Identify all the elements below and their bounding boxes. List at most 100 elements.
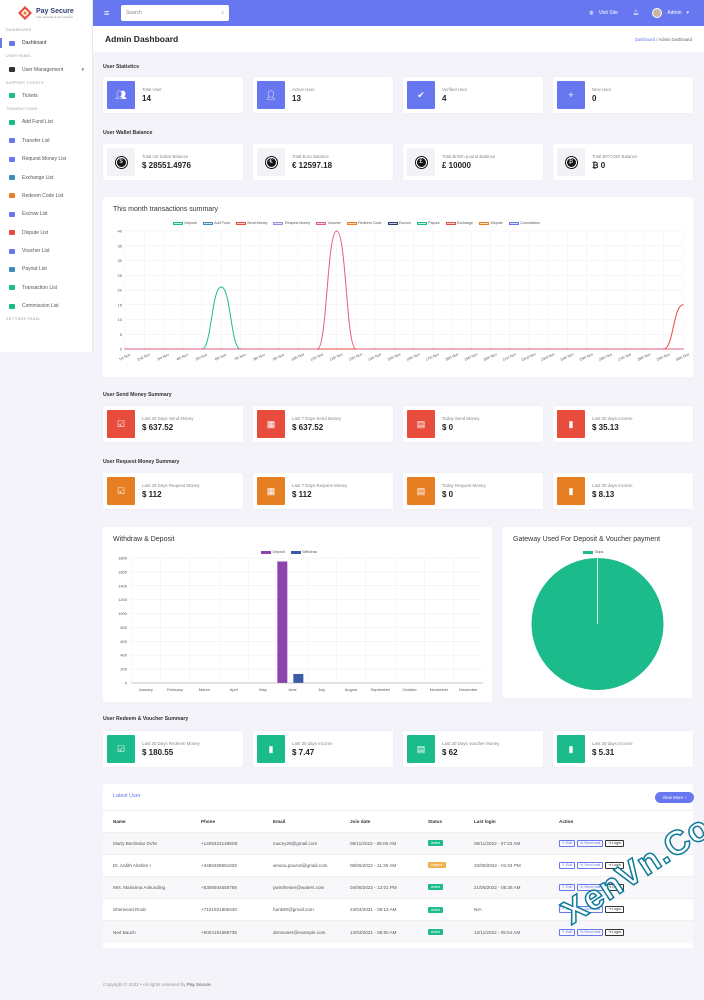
view-more-button[interactable]: View More › bbox=[655, 792, 694, 803]
legend-swatch bbox=[479, 221, 489, 225]
card-label: Last 30 Days Send Money bbox=[142, 416, 194, 421]
send-mail-button[interactable]: ✉ Send mail bbox=[577, 906, 604, 914]
sidebar-item-commission[interactable]: Commission List bbox=[0, 297, 92, 315]
search-icon[interactable]: ⌕ bbox=[221, 10, 224, 16]
x-tick-label: 19th Nov bbox=[464, 352, 479, 362]
x-tick-label: 7th Nov bbox=[234, 353, 247, 362]
sidebar-item-exchange[interactable]: Exchange List bbox=[0, 168, 92, 186]
login-button[interactable]: ⇥ Login bbox=[605, 928, 625, 936]
sidebar-item-user-management[interactable]: User Management ▾ bbox=[0, 60, 92, 78]
login-button[interactable]: ⇥ Login bbox=[605, 839, 625, 847]
cell-join: 13/03/2021 - 06:50 AM bbox=[340, 920, 418, 943]
legend-item[interactable]: Skips bbox=[583, 550, 603, 554]
legend-item[interactable]: Send Money bbox=[235, 221, 267, 225]
login-button[interactable]: ⇥ Login bbox=[605, 883, 625, 891]
x-tick-label: April bbox=[230, 687, 238, 692]
sidebar-item-payout[interactable]: Payout List bbox=[0, 260, 92, 278]
card-value: $ 112 bbox=[292, 490, 312, 499]
x-tick-label: 29th Nov bbox=[656, 352, 671, 362]
cell-join: 08/06/2022 - 11:35 AM bbox=[340, 853, 418, 877]
globe-icon[interactable]: ◍ bbox=[589, 10, 594, 16]
sidebar-item-transaction[interactable]: Transaction List bbox=[0, 279, 92, 297]
cell-actions: ✎ Edit ✉ Send mail ⇥ Login bbox=[549, 898, 693, 921]
chevron-right-icon: › bbox=[685, 795, 687, 800]
edit-button[interactable]: ✎ Edit bbox=[559, 861, 576, 869]
card-text: Active User 13 bbox=[292, 87, 314, 103]
card-text: Last 30 days Income $ 8.13 bbox=[592, 483, 633, 499]
send-mail-button[interactable]: ✉ Send mail bbox=[577, 839, 604, 847]
menu-toggle-icon[interactable]: ≡ bbox=[104, 8, 110, 18]
data-point bbox=[470, 348, 472, 350]
legend-item[interactable]: Escrow bbox=[387, 221, 411, 225]
legend-item[interactable]: Payout bbox=[416, 221, 440, 225]
sidebar-item-voucher[interactable]: Voucher List bbox=[0, 242, 92, 260]
coin-icon: $ bbox=[115, 156, 127, 168]
legend-item[interactable]: Request Money bbox=[273, 221, 310, 225]
breadcrumb-dashboard-link[interactable]: Dashboard bbox=[634, 36, 656, 42]
edit-button[interactable]: ✎ Edit bbox=[559, 883, 576, 891]
card-value: $ 7.47 bbox=[292, 748, 315, 757]
sidebar-item-transfer[interactable]: Transfer List bbox=[0, 132, 92, 150]
x-tick-label: March bbox=[199, 687, 210, 692]
series-line-send-money bbox=[124, 304, 684, 350]
edit-button[interactable]: ✎ Edit bbox=[559, 928, 576, 936]
legend-swatch bbox=[235, 221, 246, 225]
y-tick-label: 40 bbox=[118, 229, 123, 234]
status-badge: Active bbox=[428, 840, 444, 847]
y-tick-label: 35 bbox=[118, 243, 123, 248]
legend-item[interactable]: Voucher bbox=[316, 221, 341, 225]
legend-item[interactable]: Add Fund bbox=[202, 221, 230, 225]
transactions-chart-legend: Deposit Add Fund Send Money Request Money Vo… bbox=[173, 221, 540, 225]
edit-button[interactable]: ✎ Edit bbox=[559, 906, 576, 914]
sidebar-item-label: Dashboard bbox=[22, 40, 47, 47]
footer-brand[interactable]: Pay Secure bbox=[186, 982, 211, 987]
card-text: Last 7 Days Send Money $ 637.52 bbox=[292, 416, 341, 432]
edit-button[interactable]: ✎ Edit bbox=[559, 839, 576, 847]
card-value: $ 28551.4976 bbox=[142, 161, 191, 170]
legend-item[interactable]: Deposit bbox=[173, 221, 197, 225]
legend-item[interactable]: Commission bbox=[508, 221, 540, 225]
bell-icon[interactable]: 🔔︎ bbox=[632, 10, 640, 16]
card-label: Last 30 days Income bbox=[592, 483, 633, 488]
send-mail-button[interactable]: ✉ Send mail bbox=[577, 883, 604, 891]
x-tick-label: 14th Nov bbox=[367, 352, 382, 362]
sidebar-item-request-money[interactable]: Request Money List bbox=[0, 150, 92, 168]
legend-item[interactable]: Redeem Code bbox=[346, 221, 382, 225]
send-mail-button[interactable]: ✉ Send mail bbox=[577, 861, 604, 869]
legend-swatch bbox=[445, 221, 456, 225]
card-text: Today Request Money $ 0 bbox=[442, 483, 486, 499]
login-button-label: Login bbox=[612, 929, 622, 934]
x-tick-label: May bbox=[259, 687, 267, 692]
sidebar-item-add-fund[interactable]: Add Fund List bbox=[0, 113, 92, 131]
sidebar-item-dashboard[interactable]: Dashboard bbox=[0, 34, 92, 52]
legend-item[interactable]: Dispute bbox=[479, 221, 503, 225]
sidebar-item-dispute[interactable]: Dispute List bbox=[0, 224, 92, 242]
calendar-check-icon: ☑ bbox=[116, 743, 126, 754]
column-header: Action bbox=[559, 819, 574, 825]
search-input[interactable]: Search ⌕ bbox=[121, 5, 229, 21]
data-point bbox=[393, 348, 395, 350]
currency-icon-box: $ bbox=[107, 148, 135, 176]
x-tick-label: 27th Nov bbox=[617, 352, 632, 362]
login-button[interactable]: ⇥ Login bbox=[605, 906, 625, 914]
sidebar-item-tickets[interactable]: Tickets bbox=[0, 87, 92, 105]
sidebar-item-escrow[interactable]: Escrow List bbox=[0, 205, 92, 223]
legend-item[interactable]: Exchange bbox=[445, 221, 473, 225]
admin-menu[interactable]: Admin bbox=[667, 10, 682, 16]
legend-item[interactable]: Deposit bbox=[261, 550, 285, 554]
sidebar-item-label: Add Fund List bbox=[22, 119, 53, 126]
send-mail-button[interactable]: ✉ Send mail bbox=[577, 928, 604, 936]
avatar[interactable] bbox=[652, 8, 663, 18]
legend-item[interactable]: Withdraw bbox=[290, 550, 317, 554]
dashboard-icon bbox=[9, 40, 15, 46]
request-money-card: ▦ Last 7 Days Request Money $ 112 bbox=[253, 473, 393, 509]
visit-site-link[interactable]: Visit Site bbox=[598, 10, 618, 16]
sidebar-item-redeem-code[interactable]: Redeem Code List bbox=[0, 187, 92, 205]
card-value: $ 35.13 bbox=[592, 423, 619, 432]
sidebar-item-label: Transfer List bbox=[22, 137, 50, 144]
login-button[interactable]: ⇥ Login bbox=[605, 861, 625, 869]
x-tick-label: October bbox=[403, 687, 418, 692]
login-icon: ⇥ bbox=[608, 840, 612, 845]
brand-logo[interactable]: Pay Secure Your security is our concern bbox=[0, 0, 92, 26]
chevron-down-icon[interactable]: ▾ bbox=[686, 10, 689, 16]
